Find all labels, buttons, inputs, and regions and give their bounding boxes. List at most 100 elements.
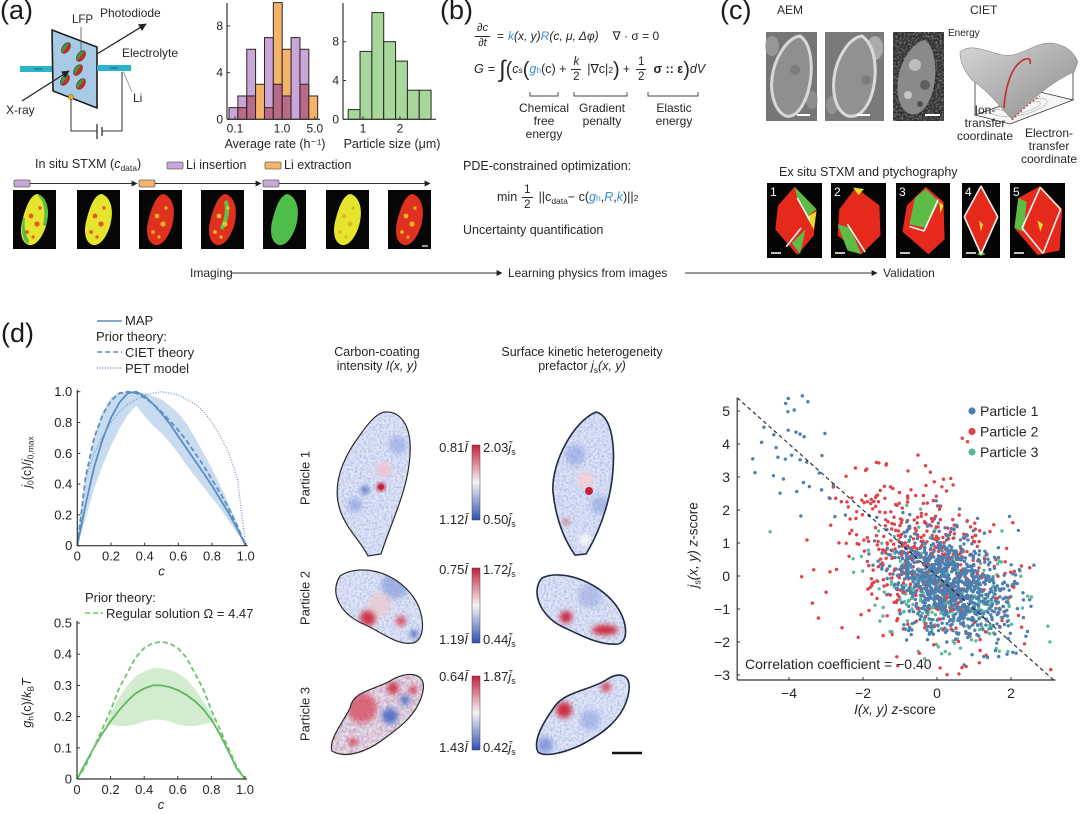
data-point: [933, 600, 937, 605]
data-point: [981, 588, 986, 593]
ciet-label: CIET: [970, 3, 998, 17]
histogram-bar: [228, 107, 239, 120]
data-point: [909, 548, 914, 553]
data-point: [949, 526, 953, 531]
data-point: [934, 584, 938, 588]
data-point: [932, 603, 936, 607]
data-point: [1016, 613, 1021, 618]
data-point: [886, 520, 890, 524]
data-point: [904, 627, 908, 631]
data-point: [905, 518, 910, 523]
term-line: energy: [525, 126, 563, 141]
data-point: [965, 568, 969, 572]
data-point: [938, 599, 942, 603]
data-point: [898, 517, 903, 521]
data-point: [940, 608, 944, 612]
data-point: [932, 516, 937, 521]
data-point: [933, 597, 937, 601]
data-point: [904, 572, 908, 576]
stxm-frame: [77, 190, 120, 249]
data-point: [913, 526, 917, 530]
rate-denominator: ∂t: [478, 36, 487, 49]
data-point: [956, 609, 960, 613]
data-point: [971, 571, 975, 576]
data-point: [901, 591, 905, 595]
tile-background: [831, 183, 886, 258]
data-point: [930, 581, 935, 585]
data-point: [946, 537, 951, 541]
histogram-bar: [237, 95, 248, 120]
data-point: [939, 559, 943, 564]
data-point: [905, 555, 909, 559]
ylabel-args: (x, y): [685, 546, 701, 581]
data-point: [971, 618, 975, 622]
data-point: [977, 590, 981, 594]
data-point: [957, 607, 961, 611]
data-point: [914, 619, 919, 623]
data-point: [945, 590, 949, 595]
data-point: [884, 568, 889, 573]
data-point: [929, 589, 933, 593]
data-point: [959, 570, 963, 575]
histogram-bar: [246, 48, 257, 120]
data-point: [983, 549, 987, 553]
x-tick-label: 0.6: [169, 782, 187, 797]
data-point: [894, 599, 899, 604]
data-point: [913, 576, 917, 581]
data-point: [905, 494, 910, 498]
particle-outline: [536, 574, 627, 645]
frame-background: [201, 190, 244, 249]
data-point: [977, 627, 982, 632]
data-point: [1013, 581, 1017, 585]
data-point: [949, 559, 954, 563]
data-point: [998, 588, 1002, 593]
data-point: [925, 604, 929, 609]
data-point: [847, 554, 851, 558]
data-point: [961, 548, 965, 552]
data-point: [982, 568, 986, 572]
data-point: [937, 575, 942, 579]
data-point: [926, 583, 930, 588]
data-point: [957, 552, 962, 556]
data-point: [925, 592, 930, 596]
data-point: [930, 610, 934, 614]
data-point: [911, 575, 915, 580]
data-point: [917, 585, 921, 589]
data-point: [1007, 514, 1012, 519]
phase-spot: [213, 230, 217, 234]
data-point: [959, 599, 963, 604]
data-point: [881, 633, 885, 638]
data-point: [937, 577, 941, 582]
data-point: [965, 589, 969, 593]
data-point: [961, 612, 965, 616]
data-point: [909, 549, 913, 553]
colorbar-label-intensity-top: 0.81Ī: [410, 441, 468, 454]
data-point: [952, 613, 956, 617]
data-point: [986, 557, 990, 561]
data-point: [919, 551, 924, 556]
data-point: [954, 637, 958, 641]
data-point: [885, 576, 889, 581]
data-point: [935, 569, 939, 573]
data-point: [955, 637, 960, 641]
data-point: [969, 564, 973, 569]
data-point: [966, 585, 970, 590]
data-point: [960, 605, 964, 609]
data-point: [951, 559, 955, 563]
data-point: [942, 544, 946, 548]
data-point: [999, 615, 1003, 620]
data-point: [937, 569, 941, 573]
data-point: [981, 602, 986, 606]
xlabel-rest: -score: [898, 702, 936, 717]
data-point: [973, 527, 977, 531]
data-point: [959, 563, 963, 567]
data-point: [943, 589, 948, 593]
data-point: [996, 610, 1001, 614]
data-point: [924, 580, 928, 584]
legend-pet-model: PET model: [125, 361, 190, 376]
data-point: [910, 546, 914, 550]
data-point: [964, 631, 968, 636]
data-point: [944, 583, 948, 587]
data-point: [930, 533, 934, 538]
data-point: [920, 575, 924, 580]
